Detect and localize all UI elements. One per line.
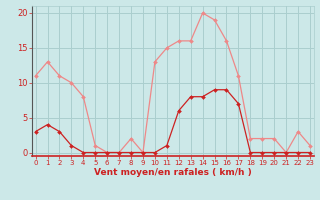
- X-axis label: Vent moyen/en rafales ( km/h ): Vent moyen/en rafales ( km/h ): [94, 168, 252, 177]
